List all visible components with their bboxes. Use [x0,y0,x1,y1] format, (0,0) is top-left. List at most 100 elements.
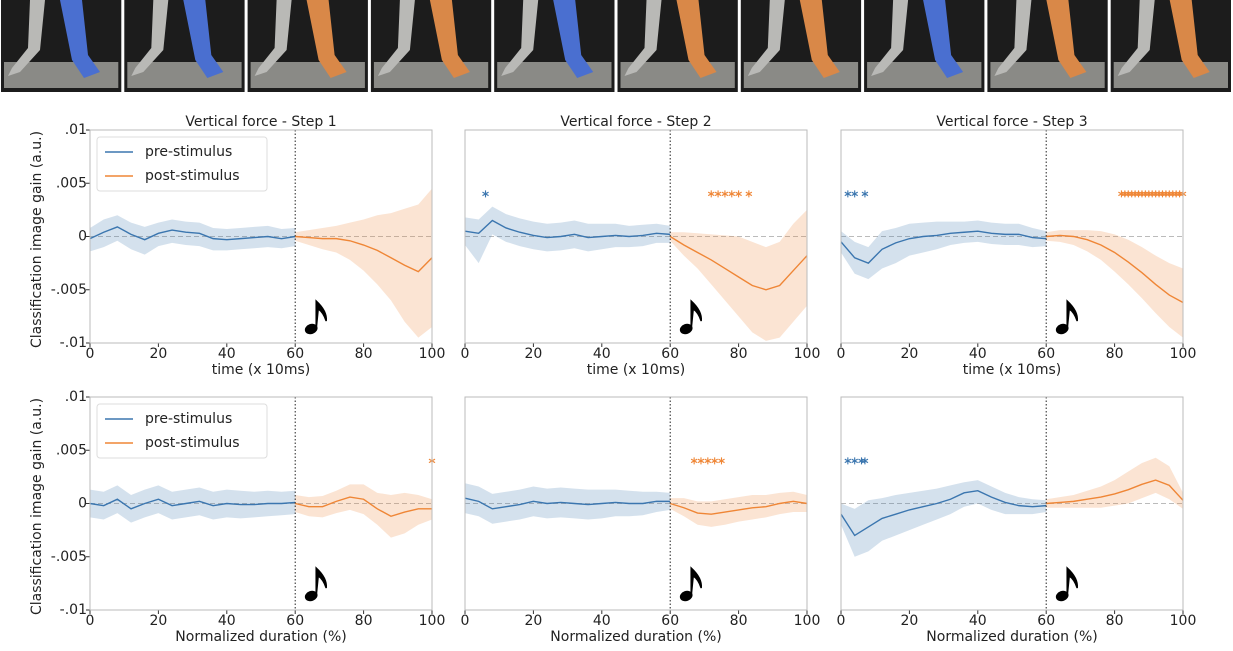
significance-marker [1142,190,1148,197]
x-tick-label: 100 [1170,346,1197,362]
significance-marker [1177,190,1183,197]
legend: pre-stimulus post-stimulus [97,404,267,458]
confidence-band [841,480,1046,557]
x-axis-label: time (x 10ms) [963,362,1062,378]
significance-marker [862,457,868,464]
significance-marker [1173,190,1179,197]
x-tick-label: 60 [286,613,304,629]
x-tick-label: 60 [661,346,679,362]
significance-marker [1170,190,1176,197]
figure: Vertical force - Step 1 Classification im… [0,0,1233,647]
significance-marker [1135,190,1141,197]
music-note-stem [1067,301,1077,329]
x-tick-label: 80 [1106,346,1124,362]
significance-marker [729,190,735,197]
x-tick-label: 20 [149,613,167,629]
significance-marker [845,457,851,464]
x-tick-label: 80 [1106,613,1124,629]
significance-marker [845,190,851,197]
x-tick-label: 20 [524,346,542,362]
x-tick-label: 20 [149,346,167,362]
x-axis-label: Normalized duration (%) [550,629,721,645]
significance-marker [746,190,752,197]
significance-marker [1146,190,1152,197]
confidence-band [841,221,1046,280]
panel: Vertical force - Step 3 time (x 10ms) 0 20 4… [837,114,1197,378]
legend-label: post-stimulus [145,435,240,451]
significance-marker [482,190,488,197]
legend-label: pre-stimulus [145,144,232,160]
significance-marker [1159,190,1165,197]
significance-marker [852,457,858,464]
panel-title: Vertical force - Step 1 [185,114,336,130]
photo-strip [1,0,1231,92]
x-tick-label: 60 [1037,613,1055,629]
significance-marker [715,190,721,197]
x-tick-label: 20 [900,346,918,362]
x-tick-label: 40 [593,613,611,629]
x-axis-label: time (x 10ms) [587,362,686,378]
y-tick-label: -.01 [60,335,87,351]
significance-marker [736,190,742,197]
significance-marker [1129,190,1135,197]
significance-marker [718,457,724,464]
significance-marker [1149,190,1155,197]
panel: Classification image gain (a.u.)Normaliz… [29,389,445,645]
y-tick-label: -.01 [60,602,87,618]
panel: Normalized duration (%)020406080100 [461,397,821,645]
panel-title: Vertical force - Step 3 [936,114,1087,130]
y-tick-label: -.005 [51,282,87,298]
significance-marker [708,190,714,197]
y-tick-label: .01 [65,389,87,405]
significance-marker [852,190,858,197]
x-tick-label: 40 [969,346,987,362]
significance-marker [722,190,728,197]
x-tick-label: 80 [730,613,748,629]
significance-marker [691,457,697,464]
music-note-stem [316,568,326,596]
y-tick-label: 0 [78,229,87,245]
confidence-band [90,215,295,254]
panel: Vertical force - Step 1 Classification im… [29,114,445,378]
x-tick-label: 0 [837,346,846,362]
significance-marker [1125,190,1131,197]
significance-marker [1166,190,1172,197]
legend-label: post-stimulus [145,168,240,184]
y-axis-label: Classification image gain (a.u.) [29,131,45,348]
significance-marker [712,457,718,464]
significance-marker [1163,190,1169,197]
music-note-stem [691,301,701,329]
x-tick-label: 0 [461,613,470,629]
panel: Vertical force - Step 2 time (x 10ms) 0 20 4… [461,114,821,378]
x-tick-label: 40 [218,346,236,362]
x-tick-label: 80 [730,346,748,362]
y-tick-label: .005 [56,442,87,458]
x-tick-label: 20 [524,613,542,629]
y-tick-label: -.005 [51,549,87,565]
y-tick-label: .005 [56,175,87,191]
x-tick-label: 60 [661,613,679,629]
x-tick-label: 80 [355,346,373,362]
x-tick-label: 40 [969,613,987,629]
legend-label: pre-stimulus [145,411,232,427]
significance-marker [862,190,868,197]
x-axis-label: time (x 10ms) [212,362,311,378]
music-note-stem [316,301,326,329]
music-note-stem [1067,568,1077,596]
x-tick-label: 80 [355,613,373,629]
significance-marker [1153,190,1159,197]
x-tick-label: 0 [461,346,470,362]
significance-marker [858,457,864,464]
x-tick-label: 0 [837,613,846,629]
y-tick-label: 0 [78,496,87,512]
x-tick-label: 40 [593,346,611,362]
x-tick-label: 60 [1037,346,1055,362]
x-tick-label: 40 [218,613,236,629]
panel-title: Vertical force - Step 2 [560,114,711,130]
legend: pre-stimulus post-stimulus [97,137,267,191]
x-tick-label: 100 [419,346,446,362]
significance-marker [1118,190,1124,197]
x-tick-label: 100 [794,346,821,362]
y-tick-label: .01 [65,122,87,138]
